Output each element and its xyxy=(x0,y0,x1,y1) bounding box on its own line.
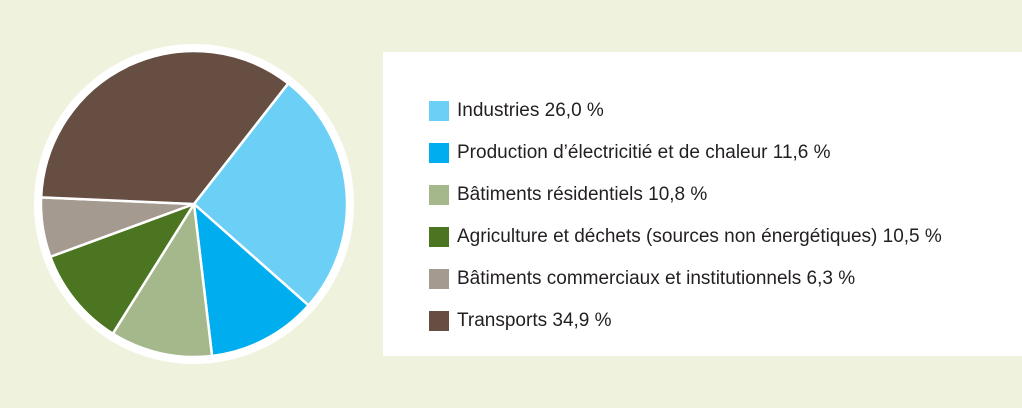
legend-item-industries: Industries 26,0 % xyxy=(429,90,942,132)
pie-slice-production-d-electricitie-et-de-chaleur xyxy=(192,202,310,358)
legend-label-batiments-commerciaux: Bâtiments commerciaux et institutionnels… xyxy=(457,268,856,289)
pie-slice-batiments-residentiels xyxy=(111,202,214,359)
legend-item-production-electricite: Production d’électricitié et de chaleur … xyxy=(429,132,942,174)
pie-slice-industries xyxy=(192,82,349,307)
legend-list: Industries 26,0 % Production d’électrici… xyxy=(429,90,942,342)
legend-swatch-production-electricite xyxy=(429,143,449,163)
legend-label-agriculture-dechets: Agriculture et déchets (sources non éner… xyxy=(457,226,942,247)
legend-item-agriculture-dechets: Agriculture et déchets (sources non éner… xyxy=(429,216,942,258)
legend-swatch-agriculture-dechets xyxy=(429,227,449,247)
legend-label-production-electricite: Production d’électricitié et de chaleur … xyxy=(457,142,831,163)
legend-item-batiments-residentiels: Bâtiments résidentiels 10,8 % xyxy=(429,174,942,216)
legend-item-transports: Transports 34,9 % xyxy=(429,300,942,342)
legend-swatch-batiments-commerciaux xyxy=(429,269,449,289)
legend-swatch-batiments-residentiels xyxy=(429,185,449,205)
legend-label-industries: Industries 26,0 % xyxy=(457,100,604,121)
legend-item-batiments-commerciaux: Bâtiments commerciaux et institutionnels… xyxy=(429,258,942,300)
legend-swatch-industries xyxy=(429,101,449,121)
pie-slice-transports xyxy=(39,49,290,206)
pie-chart xyxy=(34,44,354,364)
pie-slices xyxy=(39,49,349,359)
pie-slice-agriculture-et-dechets-sources-non-energetiques xyxy=(49,202,196,335)
legend-label-transports: Transports 34,9 % xyxy=(457,310,612,331)
legend-panel: Industries 26,0 % Production d’électrici… xyxy=(383,52,1022,356)
legend-swatch-transports xyxy=(429,311,449,331)
legend-label-batiments-residentiels: Bâtiments résidentiels 10,8 % xyxy=(457,184,708,205)
